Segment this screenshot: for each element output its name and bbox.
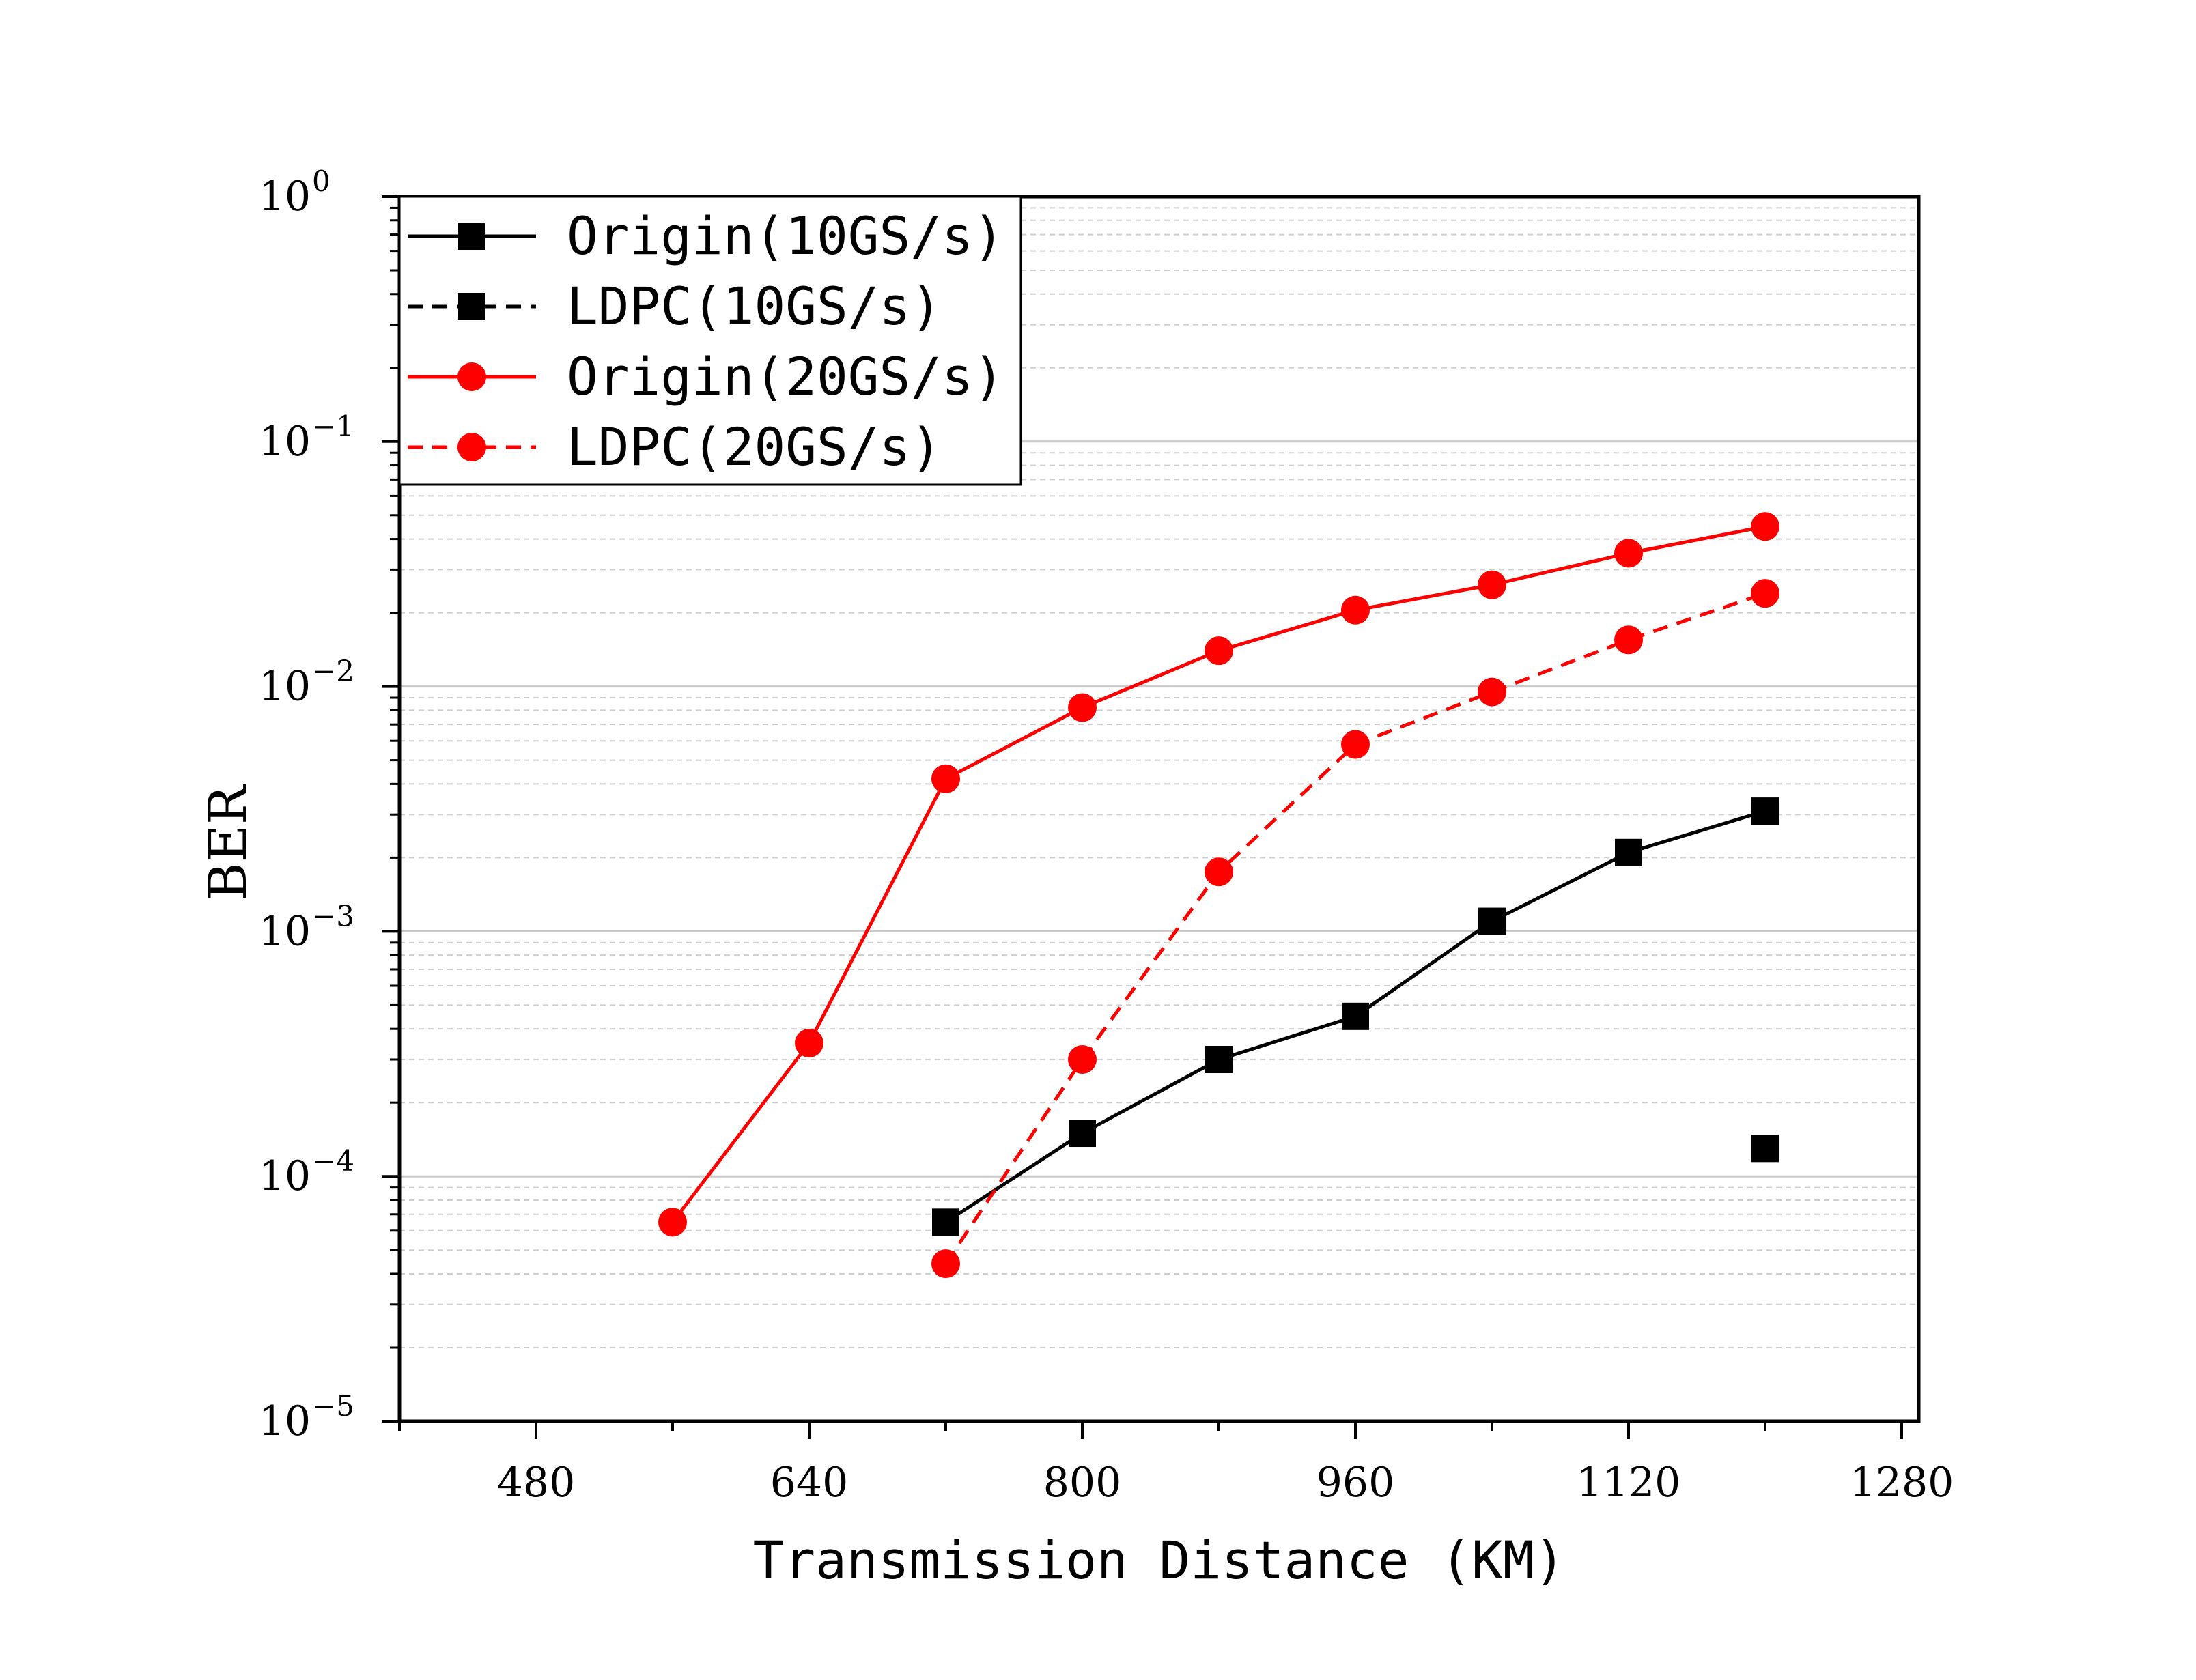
legend-box <box>398 195 1022 486</box>
x-tick-label: 960 <box>1317 1459 1395 1507</box>
y-tick-base: 10 <box>259 907 311 955</box>
legend-marker <box>458 362 486 391</box>
data-point <box>1341 730 1370 759</box>
data-point <box>1614 625 1643 655</box>
data-point <box>1069 1120 1096 1148</box>
x-tick-label: 1280 <box>1850 1459 1954 1507</box>
series-origin-10gs-s- <box>932 797 1779 1236</box>
data-series <box>658 512 1779 1279</box>
legend-entry: LDPC(20GS/s) <box>408 416 942 477</box>
y-tick-base: 10 <box>259 663 311 711</box>
data-point <box>1068 693 1097 722</box>
y-axis-title: BER <box>197 784 258 900</box>
legend-marker <box>458 223 485 250</box>
y-tick-base: 10 <box>259 1152 311 1200</box>
x-tick-label: 640 <box>770 1459 849 1507</box>
grid-lines <box>399 207 1919 1348</box>
data-point <box>932 1208 959 1236</box>
legend-marker <box>458 433 486 461</box>
data-point <box>931 1249 960 1279</box>
data-point <box>1615 838 1642 866</box>
legend-entry: Origin(20GS/s) <box>408 346 1004 407</box>
legend-label: LDPC(10GS/s) <box>567 276 942 337</box>
series-line <box>944 591 1766 1265</box>
y-tick-exponent: 0 <box>312 165 330 198</box>
y-tick-base: 10 <box>259 1397 311 1445</box>
y-tick-label: 10 −2 <box>259 655 354 711</box>
y-tick-label: 10 0 <box>259 165 330 220</box>
plot-frame <box>397 195 1921 1423</box>
data-point <box>1342 1002 1369 1030</box>
data-point <box>1751 1135 1779 1163</box>
data-point <box>1478 570 1506 599</box>
data-point <box>1478 907 1506 935</box>
legend-label: LDPC(20GS/s) <box>567 416 942 477</box>
legend: Origin(10GS/s) LDPC(10GS/s) Origin(20GS/s)… <box>398 195 1022 486</box>
legend-entry: LDPC(10GS/s) <box>408 276 942 337</box>
series-origin-20gs-s- <box>658 512 1779 1237</box>
legend-label: Origin(20GS/s) <box>567 346 1004 407</box>
y-tick-label: 10 −4 <box>259 1144 354 1200</box>
y-tick-exponent: −5 <box>312 1389 354 1423</box>
data-point <box>1341 595 1370 625</box>
x-tick-label: 480 <box>497 1459 576 1507</box>
legend-label: Origin(10GS/s) <box>567 205 1004 266</box>
y-tick-exponent: −2 <box>312 655 354 688</box>
y-tick-label: 10 −1 <box>259 410 354 466</box>
y-tick-label: 10 −5 <box>259 1389 354 1445</box>
data-point <box>1751 579 1779 608</box>
data-point <box>931 764 960 793</box>
y-tick-exponent: −3 <box>312 899 354 932</box>
data-point <box>1205 636 1233 666</box>
data-point <box>1751 512 1779 541</box>
series-ldpc-10gs-s- <box>1751 1135 1779 1163</box>
y-tick-label: 10 −3 <box>259 899 354 955</box>
y-tick-base: 10 <box>259 173 311 220</box>
data-point <box>1205 857 1233 887</box>
data-point <box>795 1028 824 1057</box>
data-point <box>1478 677 1506 707</box>
y-tick-exponent: −1 <box>312 410 354 443</box>
series-ldpc-20gs-s- <box>931 579 1779 1279</box>
data-point <box>1205 1046 1233 1074</box>
data-point <box>1614 539 1643 568</box>
legend-marker <box>458 293 485 320</box>
x-axis-title: Transmission Distance (KM) <box>753 1530 1566 1591</box>
x-tick-label: 800 <box>1043 1459 1122 1507</box>
y-tick-exponent: −4 <box>312 1144 354 1178</box>
data-point <box>1751 797 1779 825</box>
legend-entry: Origin(10GS/s) <box>408 205 1004 266</box>
data-point <box>1068 1045 1097 1074</box>
y-tick-base: 10 <box>259 418 311 466</box>
x-tick-label: 1120 <box>1577 1459 1681 1507</box>
data-point <box>658 1208 687 1237</box>
